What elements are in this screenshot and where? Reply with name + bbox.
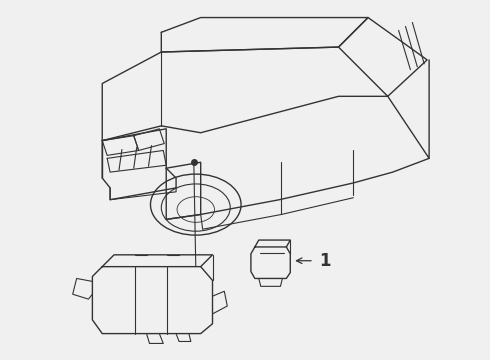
Text: 1: 1 <box>319 252 330 270</box>
